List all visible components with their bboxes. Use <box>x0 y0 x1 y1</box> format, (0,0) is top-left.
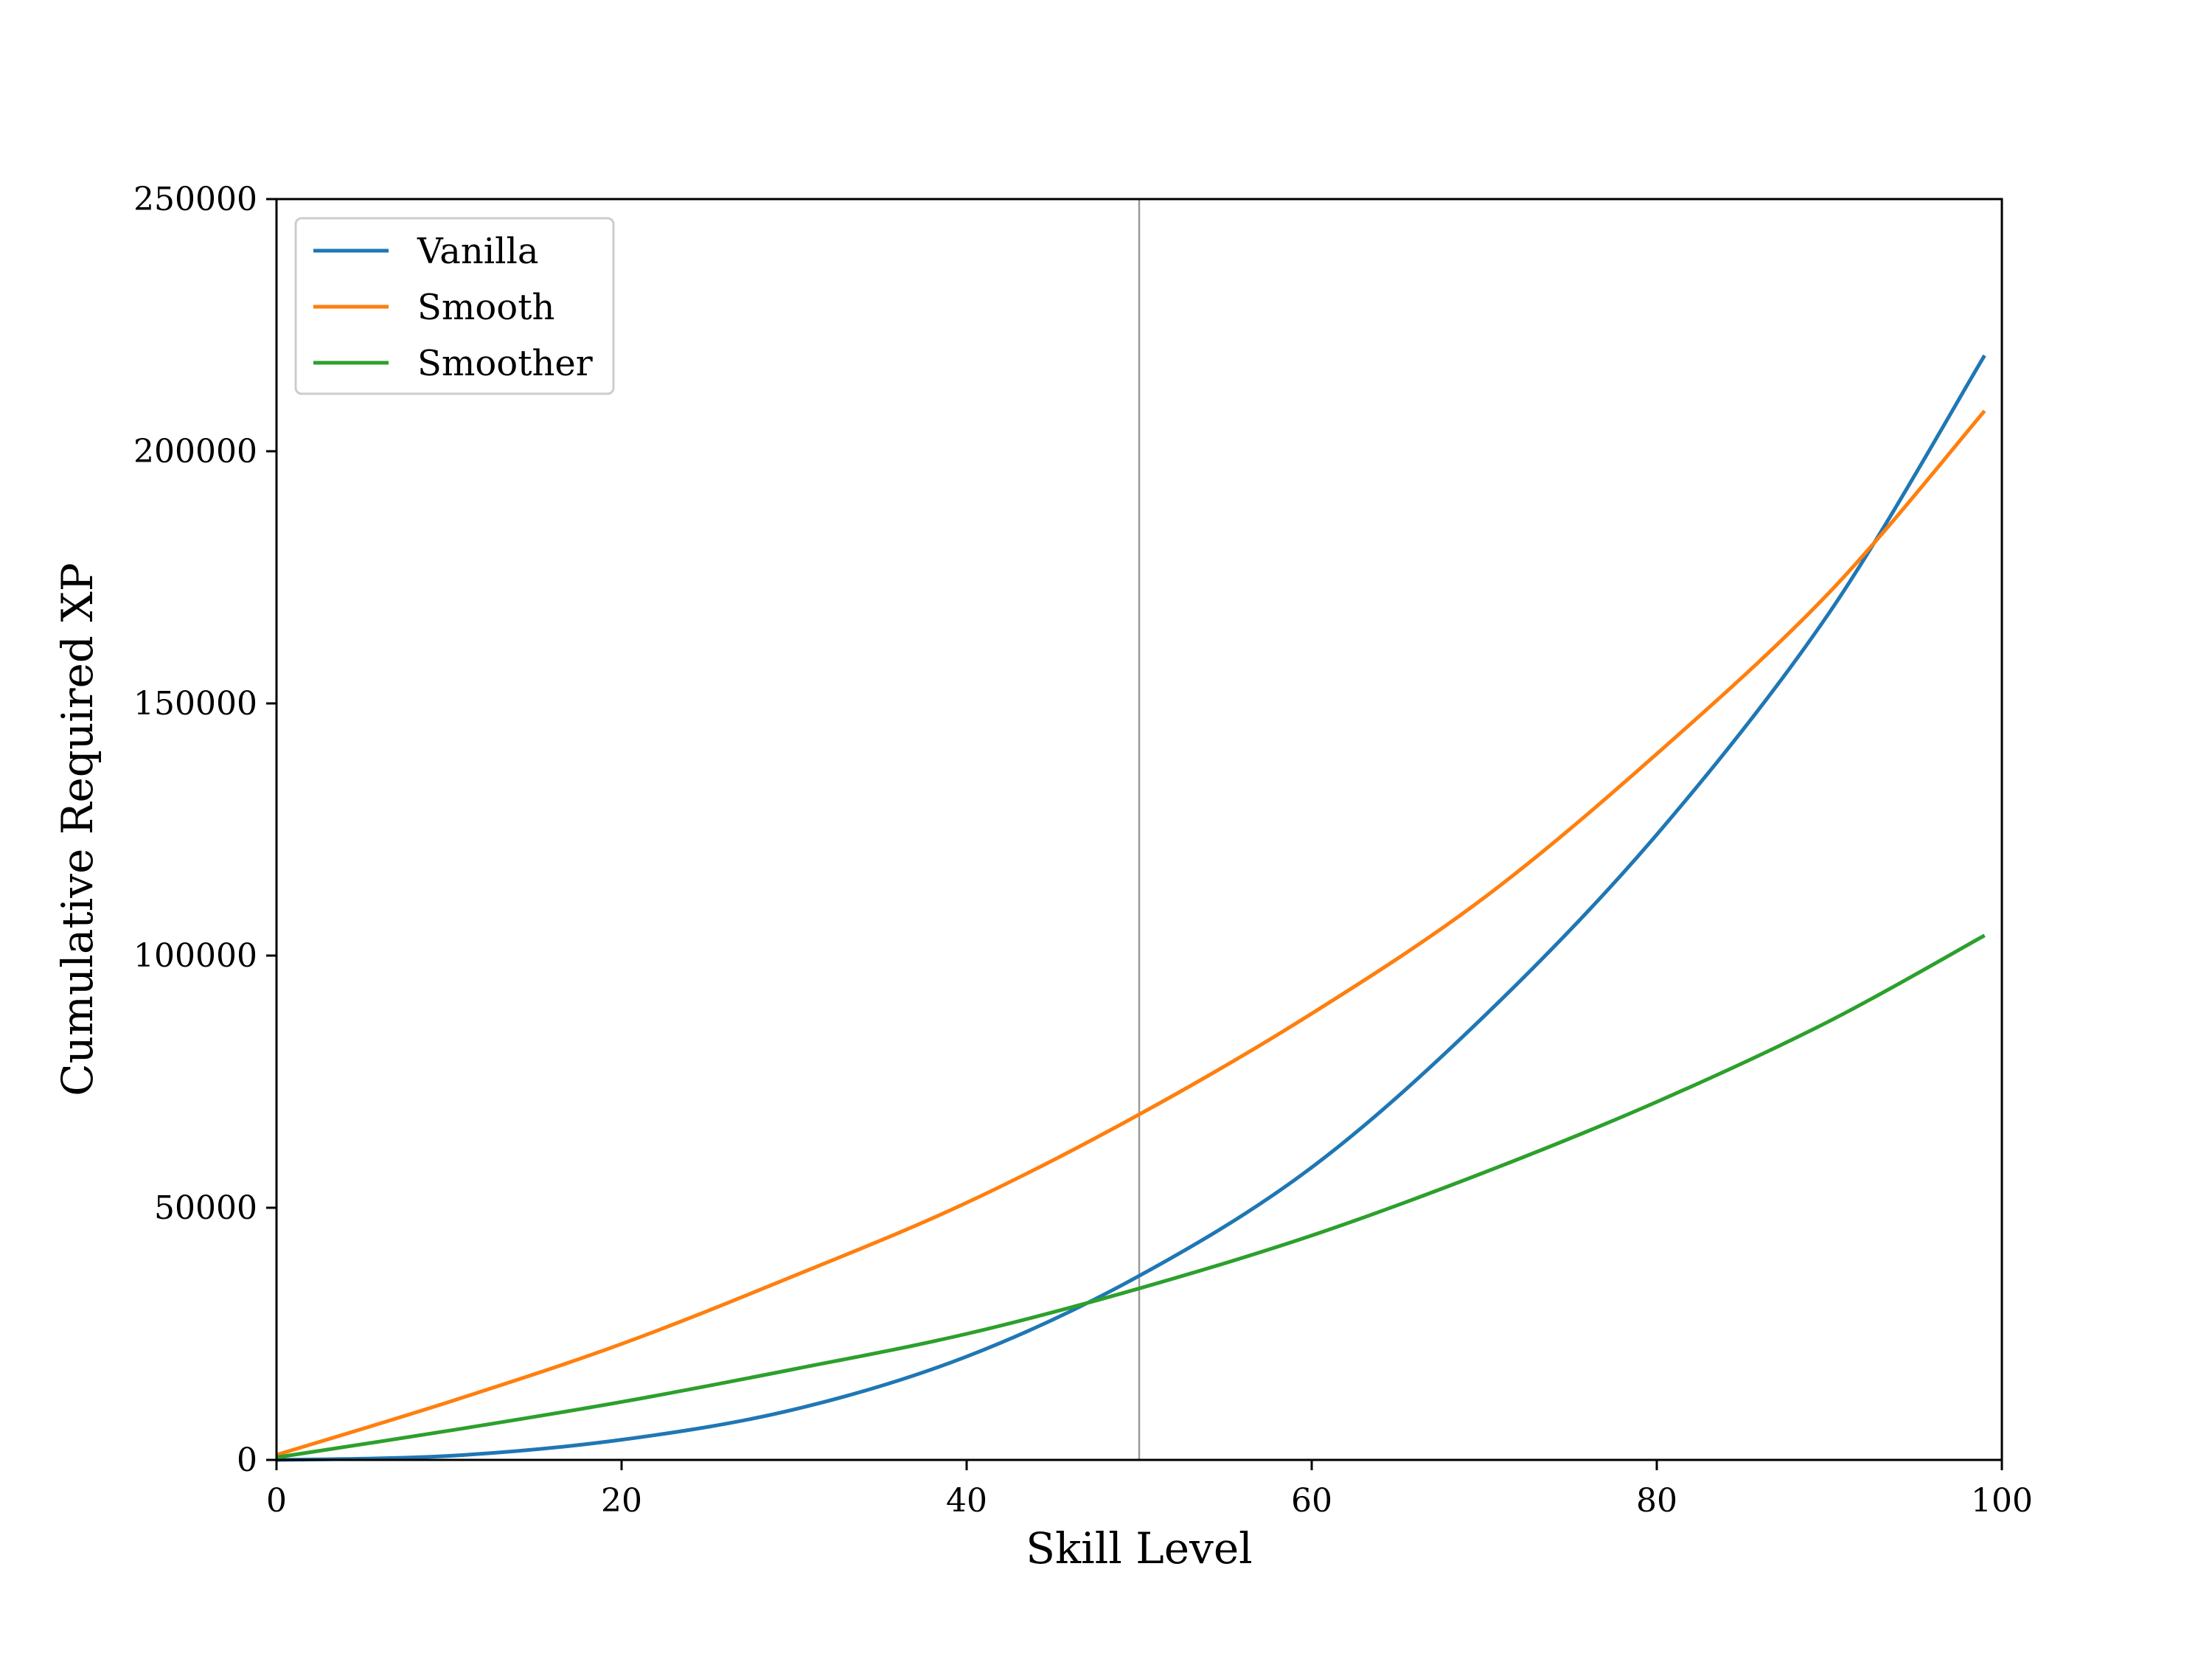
x-tick-label: 40 <box>946 1482 987 1520</box>
legend: Vanilla Smooth Smoother <box>294 217 615 395</box>
y-tick-label: 100000 <box>133 937 257 975</box>
y-axis-title: Cumulative Required XP <box>52 563 102 1096</box>
legend-label-vanilla: Vanilla <box>417 231 538 272</box>
x-tick-label: 100 <box>1971 1482 2033 1520</box>
legend-box <box>294 217 615 395</box>
x-axis-title: Skill Level <box>1026 1523 1252 1573</box>
plot-lines <box>276 199 1986 1462</box>
legend-items: Vanilla Smooth Smoother <box>313 231 593 384</box>
plot-frame <box>275 198 2003 1461</box>
y-tick-label: 250000 <box>133 181 257 218</box>
x-tick-label: 0 <box>266 1482 287 1520</box>
series-line-vanilla <box>276 354 1986 1462</box>
y-tick-label: 50000 <box>154 1189 257 1227</box>
legend-label-smoother: Smoother <box>417 343 593 384</box>
y-tick-label: 200000 <box>133 433 257 470</box>
x-tick-label: 80 <box>1636 1482 1677 1520</box>
x-tick-label: 20 <box>601 1482 642 1520</box>
x-axis-ticks: 0 20 40 60 80 100 <box>266 1460 2033 1520</box>
series-line-smooth <box>276 409 1986 1457</box>
y-axis-ticks: 0 50000 100000 150000 200000 250000 <box>133 181 276 1479</box>
y-tick-label: 0 <box>237 1441 257 1479</box>
y-tick-label: 150000 <box>133 685 257 723</box>
x-tick-label: 60 <box>1291 1482 1332 1520</box>
legend-label-smooth: Smooth <box>417 287 554 328</box>
series-line-smoother <box>276 933 1986 1460</box>
